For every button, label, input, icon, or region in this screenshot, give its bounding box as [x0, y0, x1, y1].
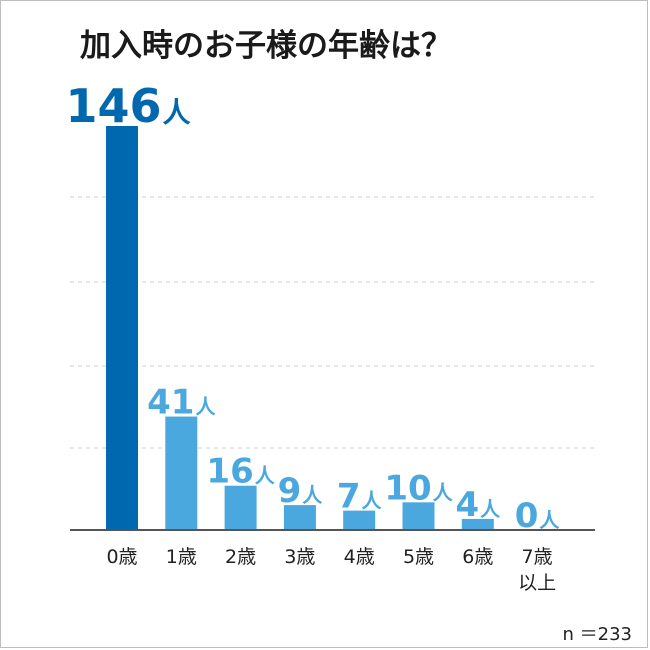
value-unit: 人 [480, 497, 501, 521]
value-number: 4 [455, 485, 479, 525]
category-label-1: 1歳 [166, 546, 197, 568]
value-number: 146 [65, 79, 161, 133]
category-label-7: 7歳以上 [518, 546, 556, 594]
value-label-7: 0人 [515, 496, 561, 536]
value-number: 7 [337, 477, 361, 517]
value-unit: 人 [539, 508, 560, 532]
value-unit: 人 [302, 483, 323, 507]
bar-3 [283, 505, 316, 530]
value-number: 10 [384, 468, 431, 508]
value-number: 16 [206, 452, 253, 492]
value-number: 9 [278, 471, 302, 511]
category-label-5: 5歳 [403, 546, 434, 568]
category-label-6: 6歳 [462, 546, 493, 568]
value-label-0: 146人 [65, 79, 190, 133]
category-label-4: 4歳 [344, 546, 375, 568]
value-unit: 人 [195, 395, 216, 419]
value-label-5: 10人 [384, 468, 453, 508]
value-label-3: 9人 [278, 471, 324, 511]
category-label-0: 0歳 [106, 546, 137, 568]
value-number: 0 [515, 496, 539, 536]
category-tick-labels: 0歳 1歳 2歳 3歳 4歳 5歳 6歳 7歳以上 [106, 546, 556, 594]
value-unit: 人 [163, 96, 191, 129]
value-label-4: 7人 [337, 477, 383, 517]
bar-4 [343, 510, 376, 530]
value-unit: 人 [255, 464, 276, 488]
value-label-6: 4人 [455, 485, 501, 525]
chart-title: 加入時のお子様の年齢は？ [80, 28, 452, 64]
bar-5 [402, 502, 435, 530]
category-label-2: 2歳 [225, 546, 256, 568]
value-unit: 人 [433, 480, 454, 504]
bar-1 [165, 416, 198, 530]
sample-size-label: n ＝233 [562, 624, 633, 645]
value-label-2: 16人 [206, 452, 275, 492]
category-label-3: 3歳 [284, 546, 315, 568]
value-label-1: 41人 [147, 383, 216, 423]
bars [106, 126, 494, 530]
value-number: 41 [147, 383, 194, 423]
bar-6 [461, 518, 494, 530]
value-unit: 人 [362, 489, 383, 513]
bar-2 [224, 485, 257, 530]
bar-0 [106, 126, 138, 530]
